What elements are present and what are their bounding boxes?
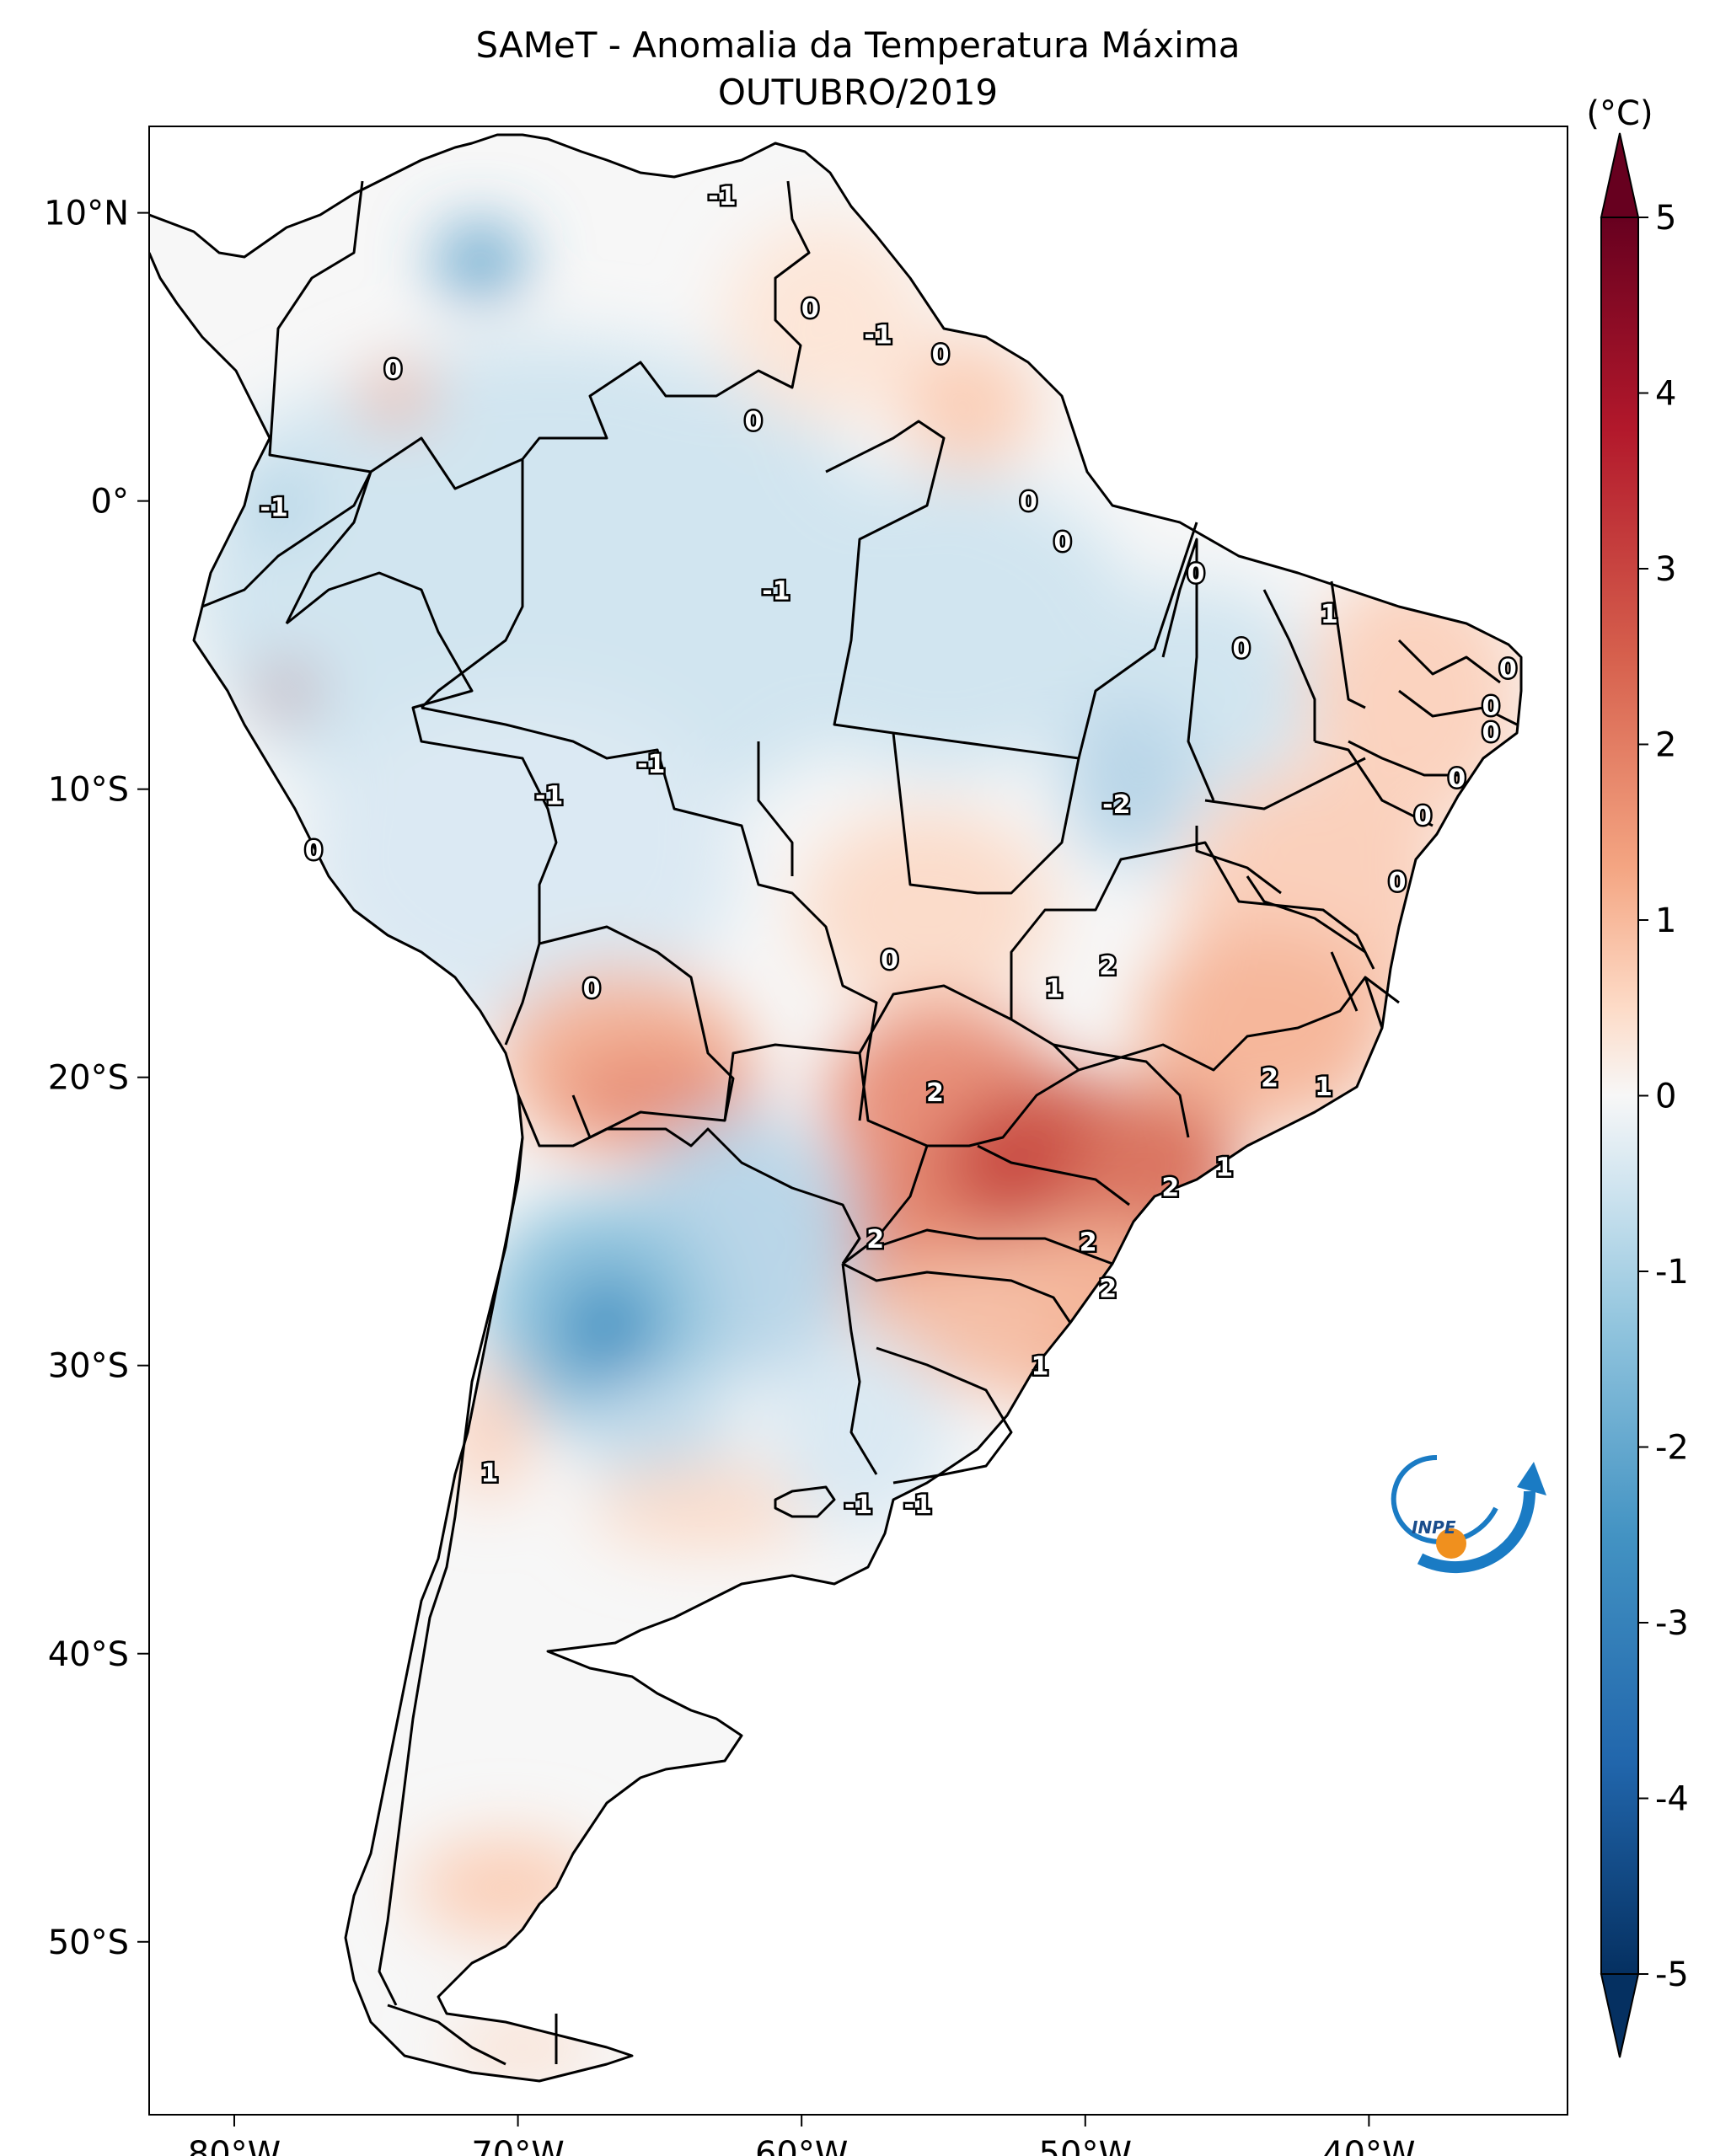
colorbar-tick-label: -2 (1655, 1429, 1689, 1468)
logo-arrow-icon (1417, 1490, 1535, 1573)
contour-label: 0 (1389, 868, 1407, 897)
contour-label: 2 (1099, 1274, 1117, 1303)
map-frame (148, 126, 1568, 2116)
colorbar-bar (1600, 217, 1639, 1975)
contour-label: 0 (1053, 528, 1071, 558)
contour-label: 0 (384, 355, 402, 384)
colorbar-tick-label: 3 (1655, 550, 1676, 589)
contour-label: -1 (864, 320, 892, 350)
colorbar-tick-label: 1 (1655, 901, 1676, 940)
continent-outline (149, 133, 1523, 2083)
contour-label: 0 (932, 340, 950, 370)
logo-arrowhead-icon (1517, 1462, 1546, 1495)
colorbar-extend-bottom (1600, 1973, 1640, 2058)
contour-label: 0 (1414, 801, 1432, 831)
colorbar-tick-label: 0 (1655, 1078, 1676, 1116)
contour-label: 1 (1321, 600, 1338, 629)
lon-tick-label: 80°W (188, 2135, 281, 2156)
inpe-logo: INPE (1391, 1455, 1546, 1573)
contour-label: 0 (1448, 764, 1466, 794)
contour-label: -1 (904, 1490, 932, 1520)
title-line1: SAMeT - Anomalia da Temperatura Máxima (476, 24, 1241, 66)
longitude-axis: 80°W 70°W 60°W 50°W 40°W (188, 2115, 1416, 2156)
contour-label: -1 (637, 750, 665, 779)
logo-sun-icon (1436, 1528, 1466, 1559)
colorbar-tick-label: 5 (1655, 199, 1676, 238)
logo-text: INPE (1412, 1517, 1456, 1538)
contour-label: -1 (844, 1490, 872, 1520)
colorbar-tick-label: -4 (1655, 1780, 1689, 1819)
contour-label: 2 (926, 1078, 944, 1108)
lat-tick-label: 20°S (48, 1059, 129, 1098)
contour-label: 2 (1099, 951, 1117, 981)
contour-label: -1 (260, 493, 287, 522)
colorbar-ticks: 5 4 3 2 1 0 -1 -2 -3 -4 -5 (1638, 199, 1689, 1994)
colorbar-tick-label: 4 (1655, 375, 1676, 414)
title-line2: OUTUBRO/2019 (718, 72, 998, 113)
lon-tick-label: 70°W (471, 2135, 564, 2156)
colorbar: (°C) 5 4 3 2 1 0 -1 -2 -3 -4 -5 (1586, 94, 1689, 2058)
lat-tick-label: 10°S (48, 771, 129, 810)
contour-label: 0 (1020, 488, 1037, 517)
contour-label: 0 (1187, 559, 1205, 589)
lat-tick-label: 10°N (44, 195, 129, 233)
colorbar-unit: (°C) (1586, 94, 1653, 133)
lon-tick-label: 60°W (755, 2135, 848, 2156)
contour-label: -2 (1102, 790, 1130, 820)
contour-label: 1 (1315, 1073, 1332, 1102)
contour-label: -1 (708, 182, 736, 211)
lat-tick-label: 0° (91, 483, 129, 522)
country-borders (149, 133, 1523, 2083)
contour-label: 0 (1232, 634, 1250, 664)
colorbar-tick-label: -3 (1655, 1604, 1689, 1643)
colorbar-extend-top (1600, 132, 1640, 218)
colorbar-tick-label: -1 (1655, 1253, 1689, 1292)
contour-label: 0 (583, 975, 601, 1004)
lon-tick-label: 40°W (1322, 2135, 1415, 2156)
colorbar-tick-label: 2 (1655, 726, 1676, 765)
contour-label: 0 (1482, 718, 1500, 747)
contour-label: -1 (762, 577, 790, 607)
contour-label: 0 (801, 294, 819, 324)
contour-label: 1 (1215, 1153, 1233, 1183)
contour-label: -1 (535, 782, 563, 811)
contour-label: 0 (1499, 655, 1517, 684)
contour-label: 2 (1261, 1064, 1278, 1094)
logo-orbit-icon (1391, 1455, 1498, 1544)
lat-tick-label: 30°S (48, 1347, 129, 1386)
contour-label: 2 (1080, 1228, 1097, 1258)
contour-label: 0 (305, 836, 323, 865)
lon-tick-label: 50°W (1039, 2135, 1132, 2156)
contour-label: 1 (480, 1458, 498, 1488)
contour-label: 0 (881, 945, 898, 975)
lat-tick-label: 40°S (48, 1635, 129, 1674)
contour-label: 0 (745, 407, 763, 436)
contour-label: 2 (866, 1225, 884, 1255)
latitude-axis: 10°N 0° 10°S 20°S 30°S 40°S 50°S (44, 195, 149, 1962)
contour-label: 2 (1161, 1174, 1179, 1203)
lat-tick-label: 50°S (48, 1923, 129, 1962)
contour-label: 0 (1482, 692, 1500, 721)
contour-label: 1 (1031, 1352, 1048, 1382)
contour-label: 1 (1045, 975, 1063, 1004)
colorbar-tick-label: -5 (1655, 1955, 1689, 1994)
